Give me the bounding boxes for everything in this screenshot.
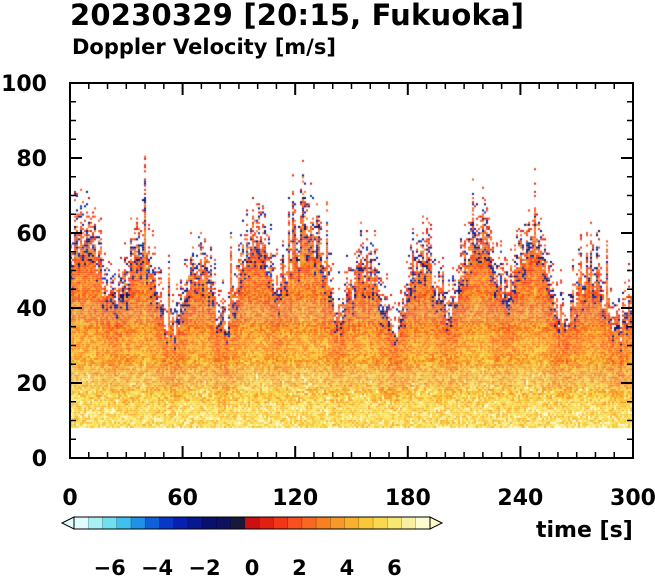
- colorbar-segment: [116, 517, 132, 529]
- colorbar-tick-label: 0: [245, 556, 260, 577]
- velocity-field-image: [70, 83, 633, 458]
- colorbar-segment: [145, 517, 160, 529]
- colorbar-segment: [358, 517, 374, 529]
- colorbar-tick-label: 2: [292, 556, 307, 577]
- colorbar-segment: [330, 517, 345, 529]
- colorbar-segment: [273, 517, 288, 529]
- y-axis: 0 20 40 60 80 100: [1, 72, 633, 472]
- colorbar-tick-label: −4: [141, 556, 173, 577]
- colorbar-tick-label: 4: [340, 556, 355, 577]
- y-tick-label: 0: [32, 447, 47, 472]
- colorbar-segment: [202, 517, 217, 529]
- colorbar-tick-label: −6: [93, 556, 125, 577]
- colorbar-segment: [373, 517, 388, 529]
- x-tick-label: 120: [272, 486, 318, 511]
- colorbar-tick-label: 6: [387, 556, 402, 577]
- colorbar-segment: [187, 517, 203, 529]
- colorbar-segment: [301, 517, 317, 529]
- x-tick-label: 300: [610, 486, 655, 511]
- colorbar-segment: [415, 517, 431, 529]
- colorbar-min-arrow: [60, 516, 75, 530]
- colorbar-segment: [159, 517, 175, 529]
- colorbar-segment: [102, 517, 118, 529]
- colorbar-segment: [74, 517, 89, 529]
- colorbar-segment: [173, 517, 189, 529]
- x-axis-label: time [s]: [536, 518, 633, 543]
- x-axis: 0 60 120 180 240 300: [62, 83, 655, 511]
- x-tick-label: 180: [385, 486, 431, 511]
- colorbar-segment: [88, 517, 103, 529]
- y-tick-label: 40: [16, 297, 47, 322]
- y-tick-label: 20: [16, 372, 47, 397]
- colorbar-segment: [244, 517, 260, 529]
- colorbar: −6 −4 −2 0 2 4 6: [60, 516, 444, 577]
- colorbar-segment: [344, 517, 360, 529]
- colorbar-max-arrow: [429, 516, 444, 530]
- colorbar-segment: [387, 517, 402, 529]
- colorbar-segment: [401, 517, 417, 529]
- colorbar-segment: [316, 517, 331, 529]
- velocity-field: [70, 83, 633, 458]
- colorbar-segment: [230, 517, 246, 529]
- colorbar-segment: [130, 517, 146, 529]
- y-tick-label: 100: [1, 72, 47, 97]
- chart-title: 20230329 [20:15, Fukuoka]: [70, 0, 525, 32]
- y-tick-label: 80: [16, 147, 47, 172]
- colorbar-frame: [73, 516, 431, 530]
- chart-subtitle: Doppler Velocity [m/s]: [72, 35, 336, 59]
- colorbar-segment: [259, 517, 274, 529]
- x-tick-label: 240: [497, 486, 543, 511]
- colorbar-tick-label: −2: [188, 556, 220, 577]
- colorbar-segment: [216, 517, 232, 529]
- x-tick-label: 60: [167, 486, 198, 511]
- colorbar-segment: [287, 517, 303, 529]
- x-tick-label: 0: [62, 486, 77, 511]
- y-tick-label: 60: [16, 222, 47, 247]
